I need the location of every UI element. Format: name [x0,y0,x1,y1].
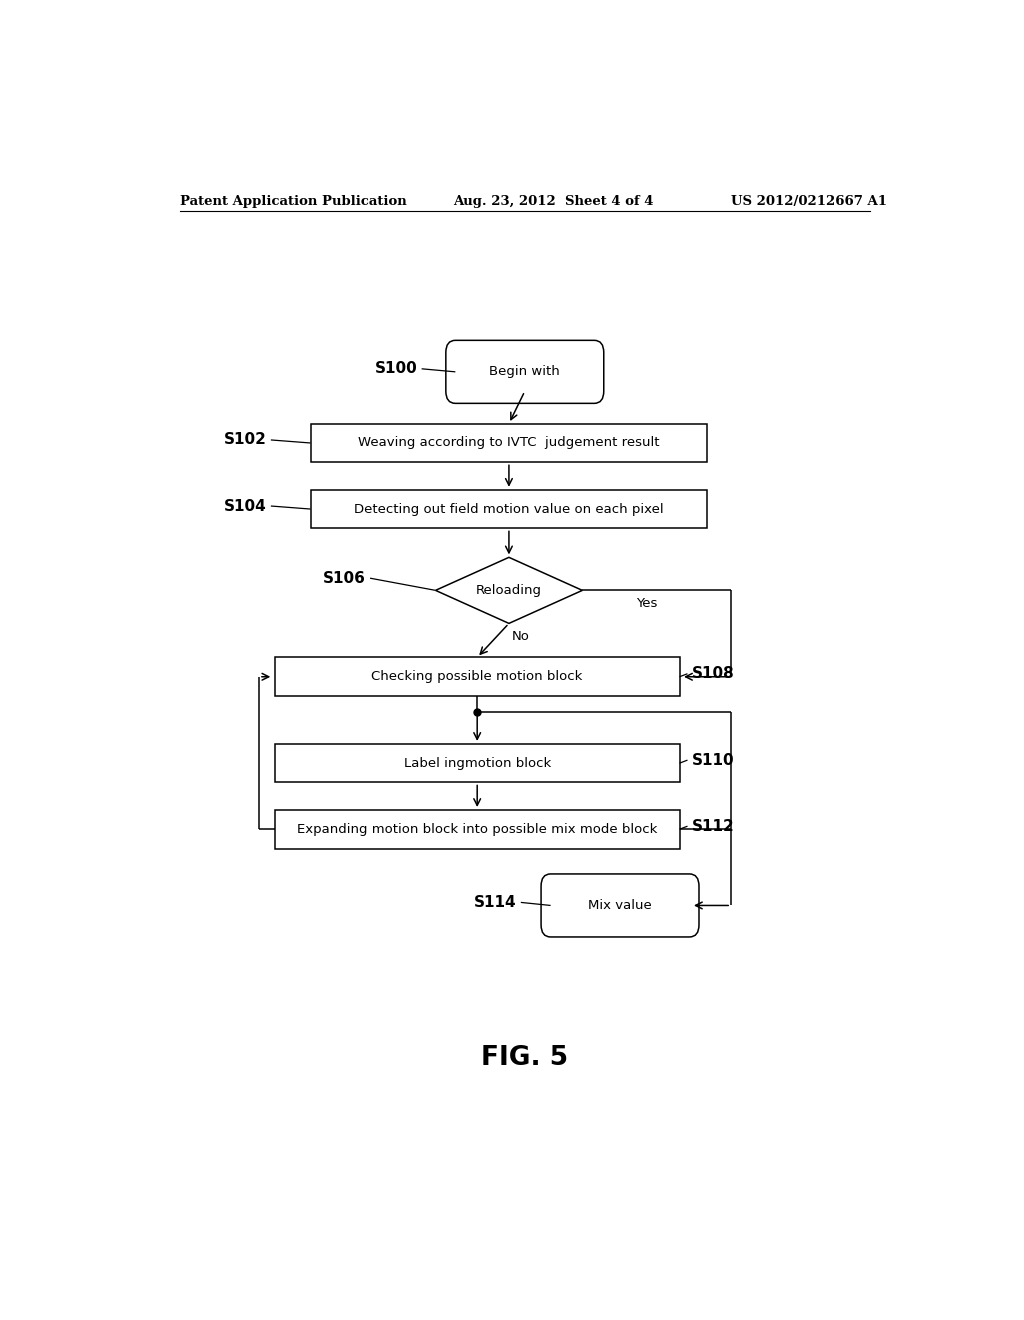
Text: Expanding motion block into possible mix mode block: Expanding motion block into possible mix… [297,822,657,836]
FancyBboxPatch shape [445,341,604,404]
Bar [274,744,680,783]
Text: Begin with: Begin with [489,366,560,379]
Text: S110: S110 [691,752,734,768]
Text: Checking possible motion block: Checking possible motion block [372,671,583,684]
Text: S104: S104 [224,499,267,513]
Text: No: No [511,630,529,643]
Polygon shape [435,557,583,623]
Text: S100: S100 [375,362,418,376]
Bar [274,657,680,696]
Bar [310,424,708,462]
Text: Detecting out field motion value on each pixel: Detecting out field motion value on each… [354,503,664,516]
Text: Yes: Yes [636,597,657,610]
Text: Weaving according to IVTC  judgement result: Weaving according to IVTC judgement resu… [358,437,659,450]
Text: S108: S108 [691,667,734,681]
FancyBboxPatch shape [541,874,699,937]
Text: S106: S106 [324,570,367,586]
Text: Aug. 23, 2012  Sheet 4 of 4: Aug. 23, 2012 Sheet 4 of 4 [454,194,654,207]
Bar [310,490,708,528]
Text: US 2012/0212667 A1: US 2012/0212667 A1 [731,194,887,207]
Text: Mix value: Mix value [588,899,652,912]
Text: S114: S114 [474,895,517,909]
Text: Patent Application Publication: Patent Application Publication [179,194,407,207]
Text: Reloading: Reloading [476,583,542,597]
Text: S102: S102 [224,433,267,447]
Text: Label ingmotion block: Label ingmotion block [403,756,551,770]
Bar [274,810,680,849]
Text: FIG. 5: FIG. 5 [481,1045,568,1071]
Text: S112: S112 [691,818,734,834]
